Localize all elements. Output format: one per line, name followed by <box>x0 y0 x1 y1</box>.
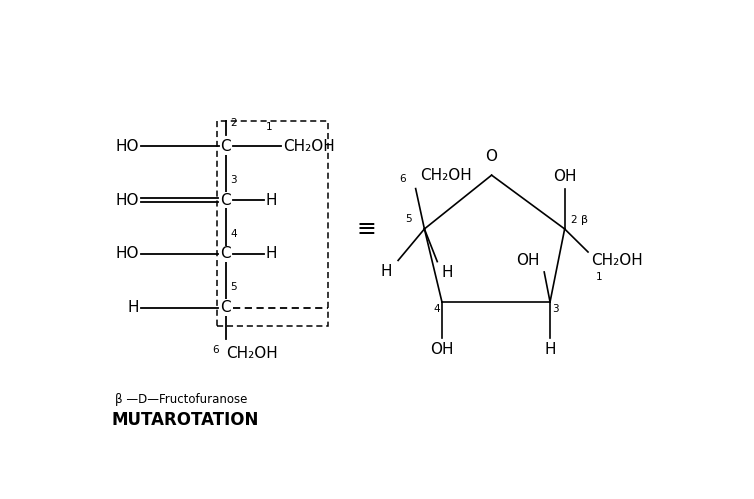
Text: OH: OH <box>516 253 540 268</box>
Text: β —D—Fructofuranose: β —D—Fructofuranose <box>115 393 247 406</box>
Text: CH₂OH: CH₂OH <box>283 139 335 154</box>
Text: CH₂OH: CH₂OH <box>591 253 642 268</box>
Text: C: C <box>220 139 231 154</box>
Text: 2: 2 <box>571 215 577 225</box>
Text: 1: 1 <box>596 272 602 282</box>
Text: HO: HO <box>116 247 139 261</box>
Text: ≡: ≡ <box>356 217 375 241</box>
Text: 2: 2 <box>231 118 237 128</box>
Text: CH₂OH: CH₂OH <box>420 168 471 183</box>
Text: C: C <box>220 247 231 261</box>
Text: OH: OH <box>431 342 454 357</box>
Text: 1: 1 <box>266 122 273 132</box>
Text: HO: HO <box>116 139 139 154</box>
Text: H: H <box>265 193 277 208</box>
Text: 6: 6 <box>399 174 406 184</box>
Text: O: O <box>486 149 498 164</box>
Text: 5: 5 <box>231 282 237 292</box>
Text: H: H <box>544 342 556 357</box>
Text: 4: 4 <box>231 229 237 239</box>
Text: 3: 3 <box>231 175 237 185</box>
Text: MUTAROTATION: MUTAROTATION <box>111 411 259 429</box>
Text: CH₂OH: CH₂OH <box>225 346 277 361</box>
Text: H: H <box>381 263 392 278</box>
Text: C: C <box>220 300 231 315</box>
Bar <box>217 121 328 326</box>
Text: 3: 3 <box>553 304 559 314</box>
Text: 5: 5 <box>405 215 412 225</box>
Text: 4: 4 <box>433 304 440 314</box>
Text: H: H <box>265 247 277 261</box>
Text: C: C <box>220 193 231 208</box>
Text: 6: 6 <box>212 345 219 355</box>
Text: HO: HO <box>116 193 139 208</box>
Text: H: H <box>127 300 139 315</box>
Text: H: H <box>442 265 453 280</box>
Text: OH: OH <box>553 169 576 184</box>
Text: β: β <box>581 215 588 225</box>
